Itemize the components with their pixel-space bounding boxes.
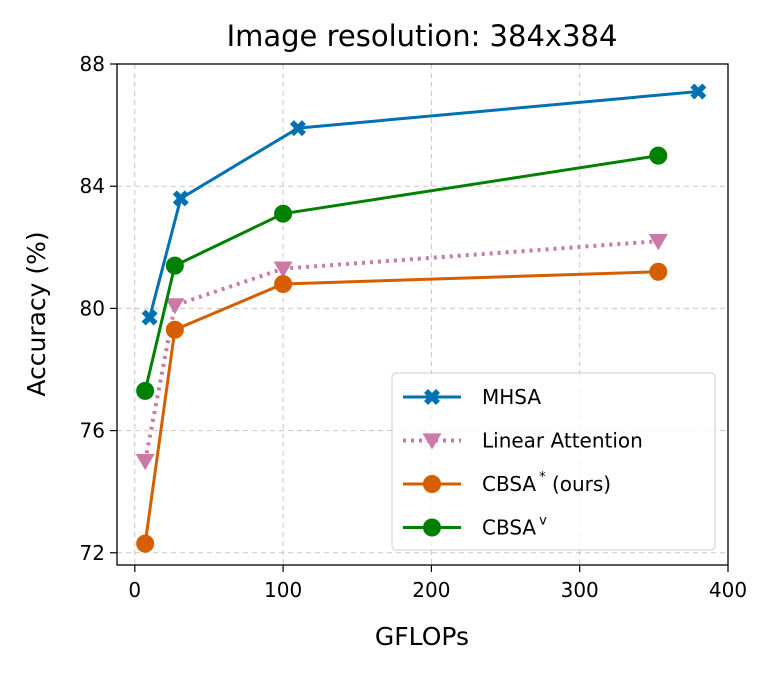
x-tick-label: 400 — [709, 578, 747, 602]
series-line — [143, 270, 659, 544]
legend-marker — [423, 518, 441, 537]
legend-marker — [424, 389, 440, 405]
series-3 — [136, 146, 668, 400]
legend-label: MHSA — [482, 385, 541, 409]
data-point — [135, 454, 155, 471]
x-tick-label: 0 — [128, 578, 141, 602]
data-point — [165, 320, 184, 339]
legend-entry: MHSA — [403, 385, 541, 409]
series-line — [148, 90, 699, 318]
y-tick-label: 84 — [80, 174, 105, 198]
legend-label: CBSA * (ours) — [482, 470, 611, 496]
series-line — [143, 154, 659, 392]
y-tick-label: 80 — [80, 296, 105, 320]
legend-label: CBSA v — [482, 514, 547, 540]
data-point — [141, 309, 158, 326]
data-point — [172, 190, 189, 207]
series-2 — [136, 262, 668, 553]
data-point — [273, 261, 293, 278]
data-point — [274, 274, 293, 293]
data-point — [649, 262, 668, 281]
legend-entry: Linear Attention — [403, 429, 643, 453]
y-axis-label: Accuracy (%) — [22, 231, 51, 396]
data-point — [649, 146, 668, 165]
data-point — [136, 534, 155, 553]
legend-entry: CBSA v — [403, 514, 547, 540]
series-layer — [135, 83, 707, 553]
series-1 — [135, 234, 668, 471]
data-point — [165, 298, 185, 315]
x-tick-label: 300 — [561, 578, 599, 602]
y-tick-label: 72 — [80, 541, 105, 565]
series-0 — [141, 83, 707, 326]
y-tick-label: 88 — [80, 52, 105, 76]
y-tick-label: 76 — [80, 419, 105, 443]
legend: MHSA Linear Attention CBSA * (ours) CBSA v — [391, 372, 716, 551]
legend-marker — [422, 433, 442, 450]
x-tick-label: 200 — [412, 578, 450, 602]
data-point — [648, 234, 668, 251]
ticks: 0 100 200 300 400 72 76 80 84 88 — [80, 52, 748, 602]
data-point — [289, 120, 306, 137]
legend-box — [391, 372, 716, 551]
legend-marker — [423, 475, 441, 493]
data-point — [274, 204, 293, 223]
x-axis-label: GFLOPs — [375, 622, 469, 651]
data-point — [690, 83, 707, 100]
legend-entry: CBSA * (ours) — [403, 470, 611, 496]
plot-frame — [116, 63, 729, 566]
x-tick-label: 100 — [264, 578, 302, 602]
chart-title: Image resolution: 384x384 — [227, 19, 618, 53]
legend-label: Linear Attention — [482, 429, 643, 453]
data-point — [136, 381, 155, 400]
data-point — [165, 256, 184, 275]
